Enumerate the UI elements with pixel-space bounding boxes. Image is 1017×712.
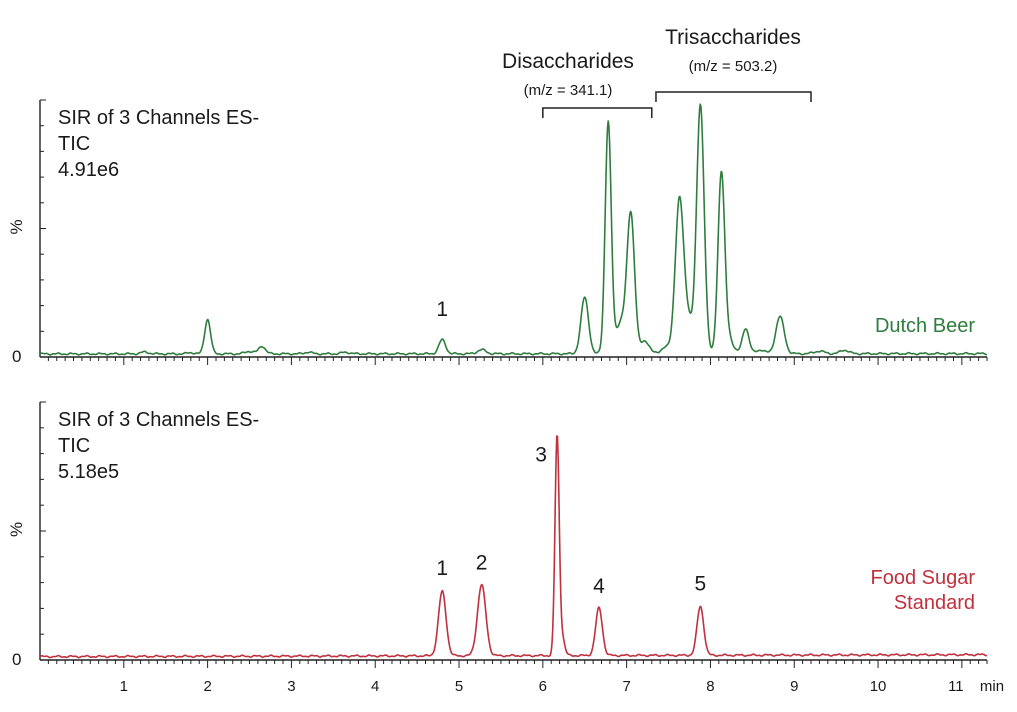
y-tick-label-zero: 0 — [12, 347, 21, 366]
series-name-label: Standard — [894, 592, 975, 614]
x-tick-label: 2 — [203, 678, 211, 695]
x-unit-label: min — [980, 678, 1004, 695]
peak-number-label: 2 — [476, 552, 488, 575]
peak-number-label: 3 — [535, 443, 547, 466]
x-tick-label: 5 — [455, 678, 463, 695]
panel-header-line: 5.18e5 — [58, 461, 119, 483]
bracket-subtitle: (m/z = 341.1) — [524, 82, 613, 99]
x-tick-label: 11 — [948, 678, 964, 695]
x-tick-label: 6 — [539, 678, 547, 695]
x-tick-label: 4 — [371, 678, 379, 695]
trace-2 — [39, 435, 988, 659]
panel-header-line: SIR of 3 Channels ES- — [58, 107, 259, 129]
y-axis-percent-label: % — [7, 219, 26, 234]
bracket-title: Disaccharides — [502, 50, 634, 73]
x-tick-label: 10 — [870, 678, 887, 695]
x-tick-label: 3 — [287, 678, 295, 695]
bracket-1 — [542, 107, 653, 118]
series-name-label: Food Sugar — [870, 567, 975, 589]
peak-number-label: 1 — [436, 557, 448, 580]
peak-number-label: 1 — [436, 298, 448, 321]
x-tick-label: 1 — [120, 678, 128, 695]
panel-header-line: TIC — [58, 435, 90, 457]
peak-number-label: 5 — [695, 572, 707, 595]
series-name-label: Dutch Beer — [875, 315, 975, 337]
x-tick-label: 9 — [790, 678, 798, 695]
x-tick-label: 8 — [706, 678, 714, 695]
trace-1 — [39, 103, 988, 356]
panel-header-line: 4.91e6 — [58, 159, 119, 181]
x-tick-label: 7 — [622, 678, 630, 695]
bracket-subtitle: (m/z = 503.2) — [689, 58, 778, 75]
bracket-2 — [655, 91, 812, 102]
peak-number-label: 4 — [593, 575, 605, 598]
panel-header-line: TIC — [58, 133, 90, 155]
y-tick-label-zero: 0 — [12, 650, 21, 669]
y-axis-percent-label: % — [7, 522, 26, 537]
panel-header-line: SIR of 3 Channels ES- — [58, 409, 259, 431]
bracket-title: Trisaccharides — [665, 26, 801, 49]
